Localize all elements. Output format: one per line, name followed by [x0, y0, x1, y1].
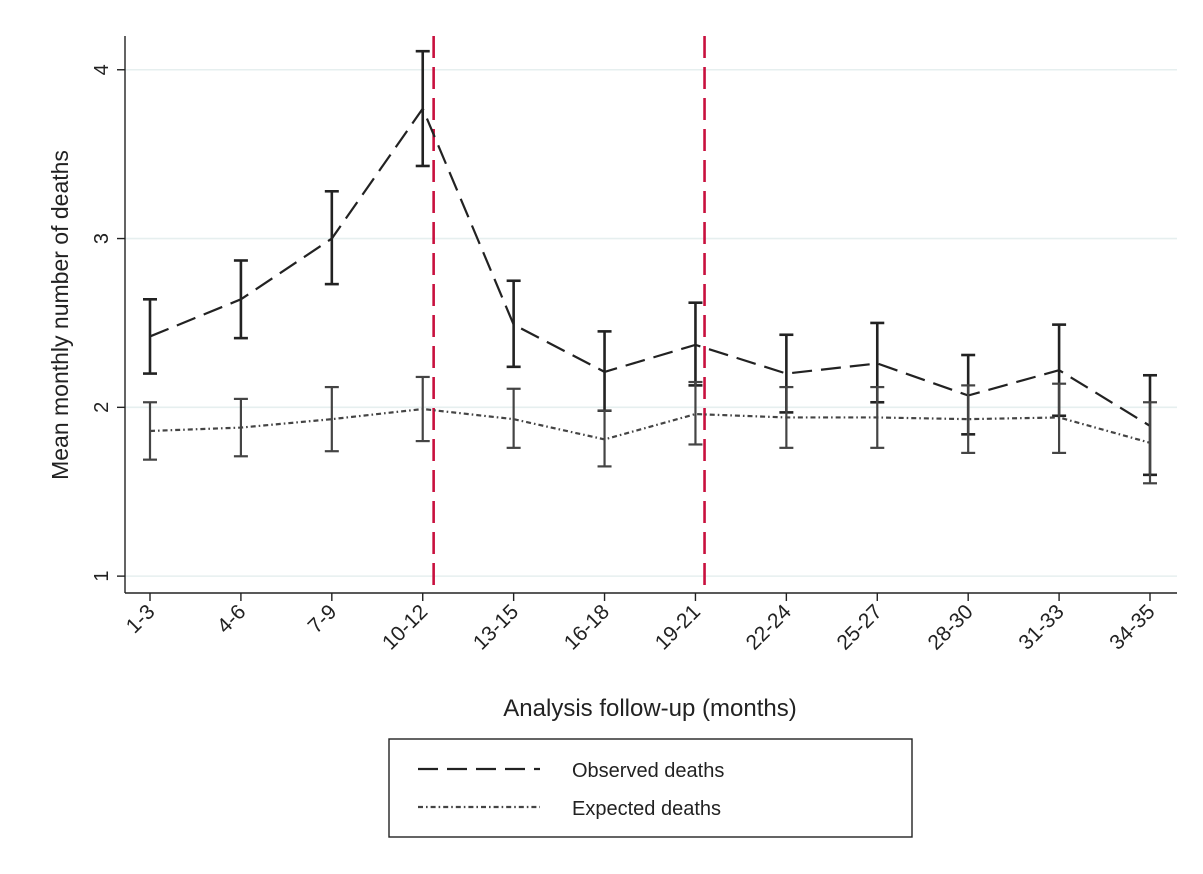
y-tick-label: 2	[91, 402, 113, 413]
error-bar	[779, 385, 794, 449]
legend-label-observed: Observed deaths	[572, 760, 724, 782]
series-line	[149, 407, 1151, 444]
x-axis-label: Analysis follow-up (months)	[503, 695, 796, 722]
error-bar	[961, 384, 976, 455]
error-bar	[233, 259, 248, 340]
legend-box	[388, 738, 913, 838]
y-axis-label: Mean monthly number of deaths	[47, 150, 73, 480]
series-1	[143, 375, 1157, 485]
error-bar	[324, 189, 339, 286]
gridlines	[125, 68, 1177, 577]
error-bar	[143, 401, 157, 461]
legend-label-expected: Expected deaths	[572, 798, 721, 820]
error-bar	[870, 385, 885, 449]
error-bar	[415, 49, 430, 168]
y-tick-label: 4	[91, 64, 113, 75]
error-bar	[597, 409, 612, 468]
error-bar	[506, 279, 521, 369]
axes	[124, 36, 1177, 594]
error-bar	[143, 298, 157, 375]
y-tick-label: 1	[91, 571, 113, 582]
error-bar	[324, 385, 339, 453]
legend: Observed deaths Expected deaths	[388, 738, 913, 838]
error-bar	[415, 375, 430, 443]
y-tick-label: 3	[91, 233, 113, 244]
error-bar	[506, 387, 521, 449]
error-bar	[1052, 382, 1067, 455]
series-layer	[143, 49, 1157, 485]
error-bar	[688, 380, 703, 446]
error-bar	[1143, 401, 1157, 485]
error-bar	[233, 397, 248, 458]
y-ticks: 1 2 3 4	[91, 64, 125, 582]
series-line	[149, 106, 1151, 427]
